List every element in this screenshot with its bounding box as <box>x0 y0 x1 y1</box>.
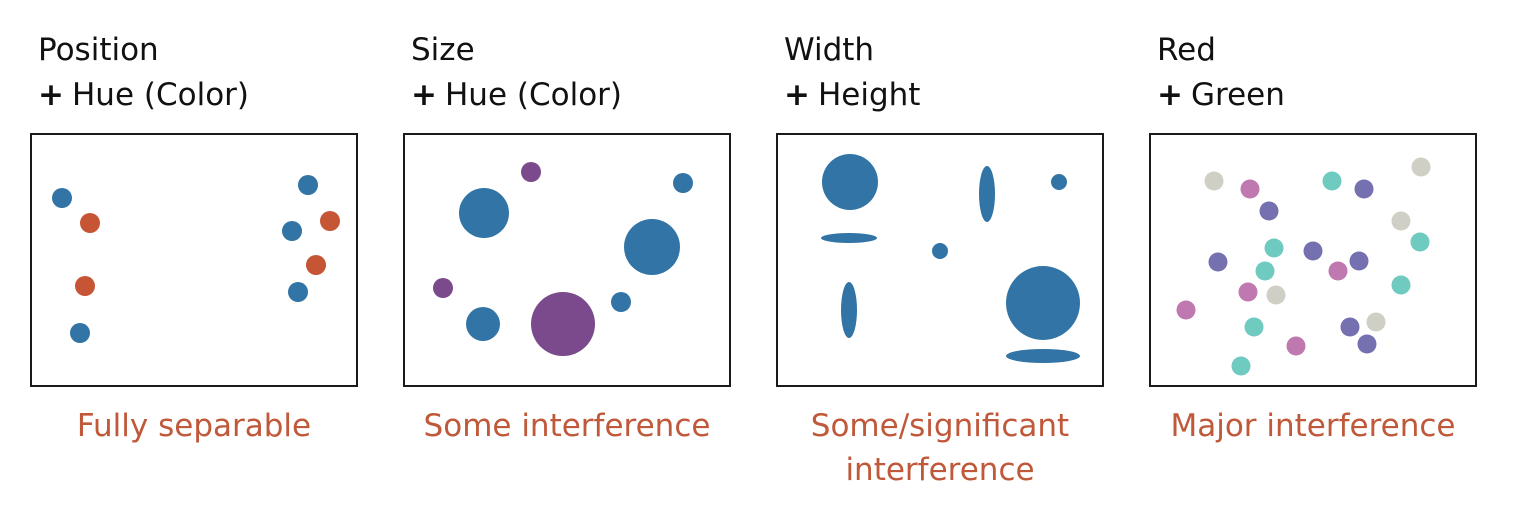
mark-violet-9 <box>1303 241 1323 261</box>
panel-width-height: Width + Height Some/significant interfere… <box>776 0 1104 522</box>
mark-blue-2 <box>673 173 693 193</box>
plus-icon: + <box>411 77 437 113</box>
panel-heading: Width + Height <box>784 28 920 118</box>
panel-plot-frame <box>30 133 358 387</box>
mark-gray-21 <box>1366 312 1386 332</box>
mark-pink-16 <box>1238 282 1258 302</box>
mark-violet-23 <box>1357 334 1377 354</box>
panel-plus-label: Height <box>817 77 921 113</box>
mark-violet-11 <box>1208 252 1228 272</box>
mark-blue-4 <box>1051 174 1067 190</box>
panel-caption: Fully separable <box>76 408 312 444</box>
mark-purple-1 <box>521 162 541 182</box>
mark-violet-20 <box>1340 317 1360 337</box>
mark-gray-7 <box>1391 211 1411 231</box>
panel-caption: Some/significant interference <box>810 408 1070 488</box>
mark-gray-5 <box>1411 157 1431 177</box>
mark-blue-5 <box>298 175 318 195</box>
mark-blue-1 <box>52 188 72 208</box>
mark-teal-3 <box>1322 171 1342 191</box>
mark-blue-6 <box>841 282 857 338</box>
mark-blue-8 <box>1006 349 1080 363</box>
panel-plot <box>821 154 1080 363</box>
panel-plot <box>52 175 340 343</box>
panel-plot-frame <box>776 133 1104 387</box>
mark-blue-5 <box>932 243 948 259</box>
panel-plus-label: Green <box>1190 77 1285 113</box>
mark-blue-3 <box>979 166 995 222</box>
panel-position-hue: Position + Hue (Color) Fully separable <box>30 0 358 522</box>
plus-icon: + <box>784 77 810 113</box>
panel-plot-frame <box>403 133 731 387</box>
panel-title: Width <box>784 32 875 68</box>
mark-blue-7 <box>282 221 302 241</box>
mark-teal-15 <box>1391 275 1411 295</box>
mark-orange-6 <box>320 211 340 231</box>
plus-icon: + <box>1157 77 1183 113</box>
panel-plus-label: Hue (Color) <box>71 77 249 113</box>
mark-blue-2 <box>821 233 877 243</box>
mark-teal-8 <box>1264 238 1284 258</box>
mark-gray-1 <box>1204 171 1224 191</box>
mark-orange-2 <box>80 213 100 233</box>
mark-pink-13 <box>1328 261 1348 281</box>
mark-violet-14 <box>1349 251 1369 271</box>
mark-blue-1 <box>822 154 878 210</box>
mark-teal-10 <box>1410 232 1430 252</box>
panel-title: Red <box>1157 32 1216 68</box>
mark-purple-5 <box>433 278 453 298</box>
mark-violet-4 <box>1354 179 1374 199</box>
mark-teal-24 <box>1231 356 1251 376</box>
panel-plot-frame <box>1149 133 1477 387</box>
panel-caption: Some interference <box>423 408 711 444</box>
mark-pink-22 <box>1286 336 1306 356</box>
mark-blue-3 <box>459 188 509 238</box>
mark-blue-4 <box>70 323 90 343</box>
mark-blue-7 <box>466 307 500 341</box>
mark-pink-2 <box>1240 179 1260 199</box>
mark-pink-18 <box>1176 300 1196 320</box>
plus-icon: + <box>38 77 64 113</box>
mark-teal-19 <box>1244 317 1264 337</box>
mark-blue-6 <box>611 292 631 312</box>
mark-blue-9 <box>288 282 308 302</box>
panel-caption: Major interference <box>1170 408 1456 444</box>
mark-blue-4 <box>624 219 680 275</box>
panel-heading: Position + Hue (Color) <box>38 28 249 118</box>
panel-plot <box>1176 157 1431 376</box>
panel-heading: Red + Green <box>1157 28 1285 118</box>
mark-teal-12 <box>1255 261 1275 281</box>
panel-heading: Size + Hue (Color) <box>411 28 622 118</box>
mark-purple-8 <box>531 292 595 356</box>
mark-orange-8 <box>306 255 326 275</box>
mark-orange-3 <box>75 276 95 296</box>
panel-size-hue: Size + Hue (Color) Some interference <box>403 0 731 522</box>
panel-plus-label: Hue (Color) <box>444 77 622 113</box>
panel-plot <box>433 162 693 356</box>
panel-title: Size <box>411 32 475 68</box>
panel-title: Position <box>38 32 159 68</box>
mark-gray-17 <box>1266 285 1286 305</box>
panel-red-green: Red + Green Major interference <box>1149 0 1477 522</box>
mark-blue-7 <box>1006 266 1080 340</box>
mark-violet-6 <box>1259 201 1279 221</box>
